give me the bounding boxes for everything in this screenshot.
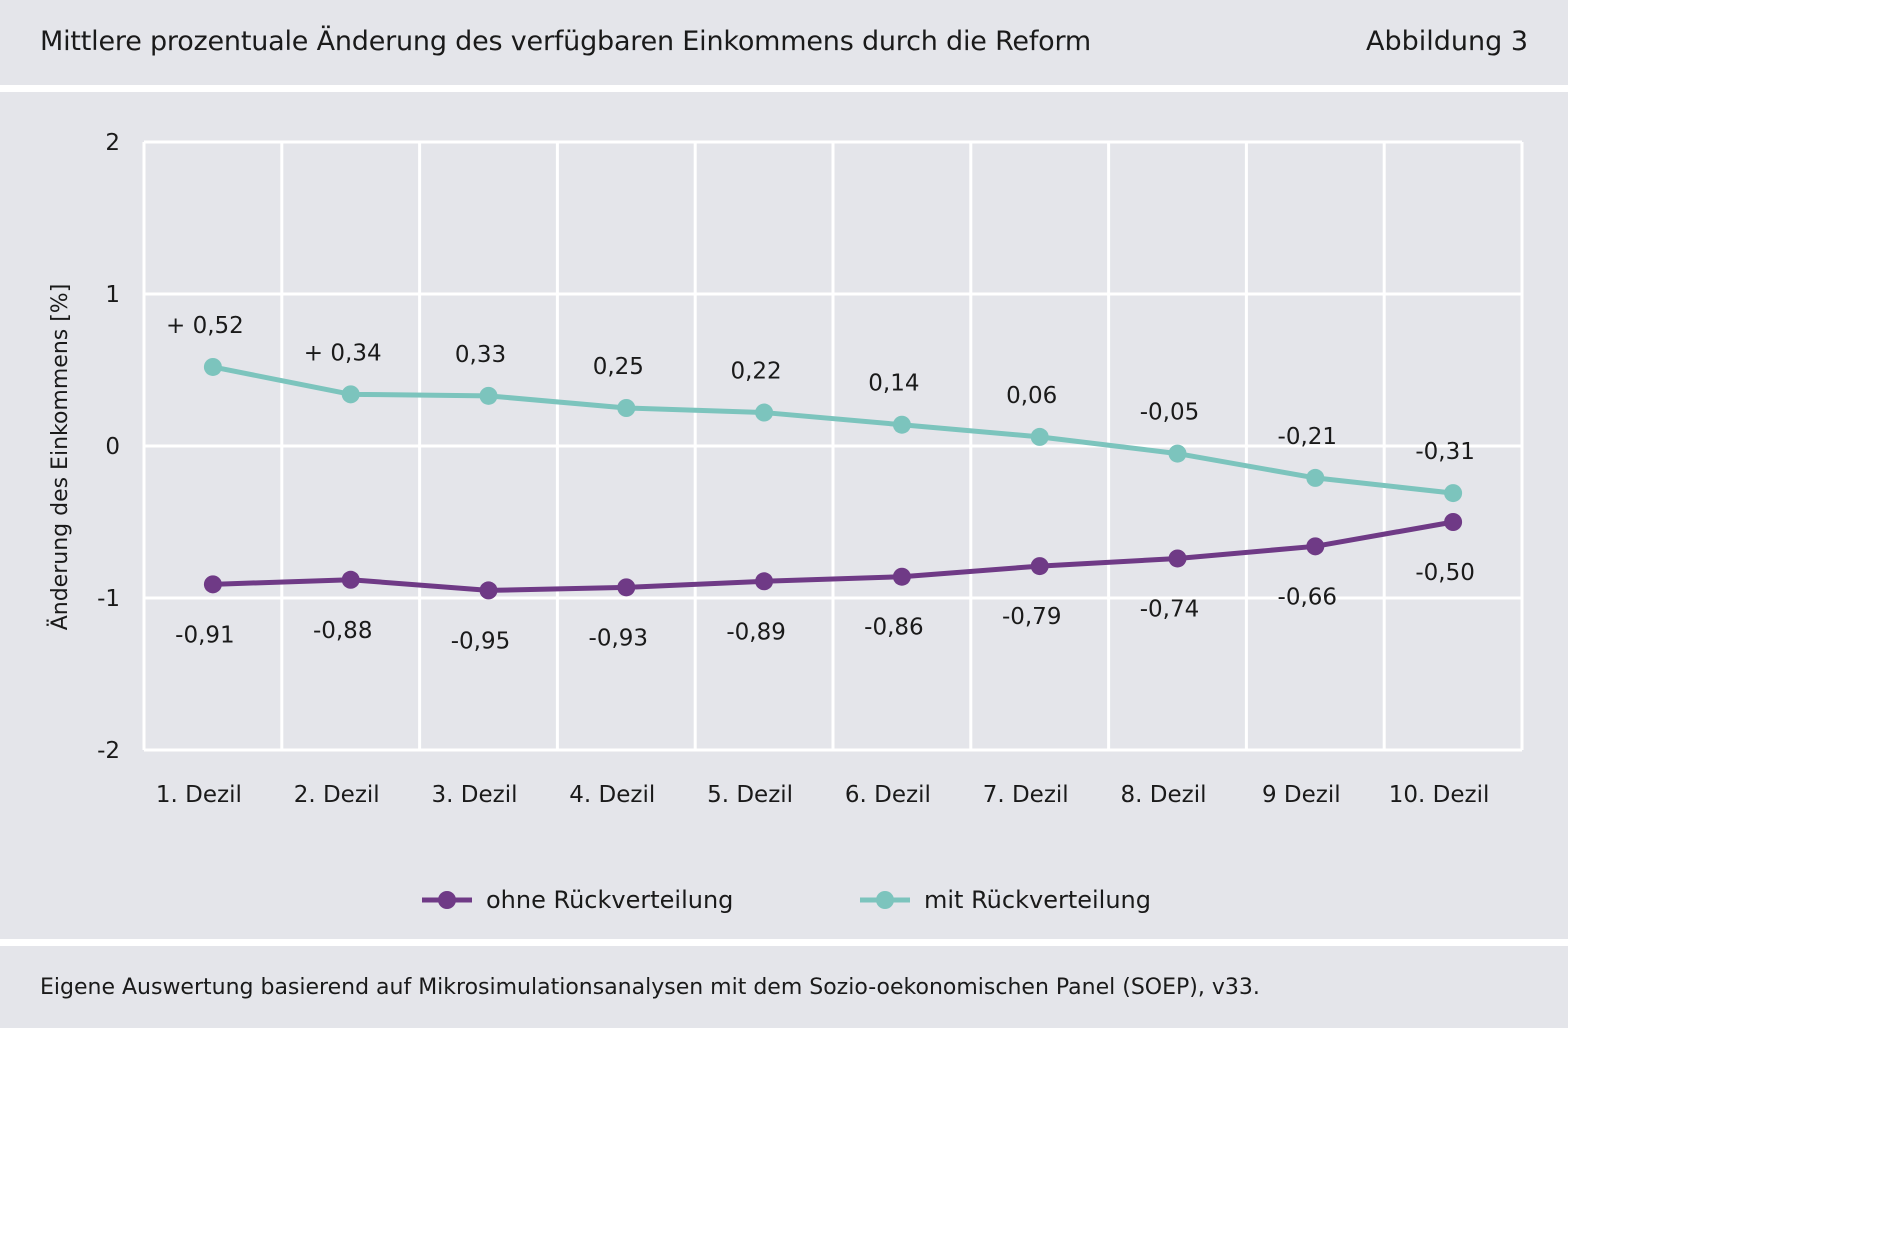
y-axis-title: Änderung des Einkommens [%] bbox=[47, 284, 73, 631]
series-0: -0,91 -0,88 -0,95 -0,93 -0,89 -0,86 -0,79 -0,74… bbox=[175, 513, 1475, 654]
x-tick-label: 9 Dezil bbox=[1262, 782, 1341, 808]
x-tick-label: 7. Dezil bbox=[983, 782, 1069, 808]
header-bar: Mittlere prozentuale Änderung des verfüg… bbox=[0, 0, 1568, 85]
data-point bbox=[479, 581, 498, 600]
data-point bbox=[1168, 549, 1187, 568]
y-tick-label: -1 bbox=[97, 586, 120, 612]
data-label: -0,88 bbox=[313, 618, 373, 644]
data-point bbox=[617, 578, 636, 597]
legend-marker bbox=[876, 891, 894, 909]
data-label: -0,74 bbox=[1140, 596, 1200, 622]
data-label: -0,50 bbox=[1415, 560, 1475, 586]
data-point bbox=[341, 570, 360, 589]
data-label: + 0,52 bbox=[166, 313, 244, 339]
x-tick-label: 8. Dezil bbox=[1121, 782, 1207, 808]
chart-panel: 2 1 0 -1 -2 1. Dezil 2. Dezil 3. Dezil 4. Dezil… bbox=[0, 92, 1568, 939]
data-label: -0,89 bbox=[726, 619, 786, 645]
series-layer: -0,91 -0,88 -0,95 -0,93 -0,89 -0,86 -0,79 -0,74… bbox=[166, 313, 1475, 654]
y-axis-ticks: 2 1 0 -1 -2 bbox=[97, 130, 120, 764]
data-label: -0,31 bbox=[1415, 439, 1475, 465]
x-tick-label: 3. Dezil bbox=[432, 782, 518, 808]
series-line bbox=[212, 519, 1454, 593]
data-point bbox=[755, 572, 774, 591]
data-point bbox=[892, 567, 911, 586]
legend: ohne Rückverteilung mit Rückverteilung bbox=[422, 886, 1151, 914]
data-point bbox=[1030, 427, 1049, 446]
series-1: + 0,52 + 0,34 0,33 0,25 0,22 0,14 0,06 -0,05 -0,… bbox=[166, 313, 1475, 503]
line-chart: 2 1 0 -1 -2 1. Dezil 2. Dezil 3. Dezil 4. Dezil… bbox=[47, 130, 1524, 914]
data-point bbox=[1444, 513, 1463, 531]
data-point bbox=[617, 399, 636, 417]
data-point bbox=[479, 386, 498, 405]
data-point bbox=[755, 403, 774, 422]
data-point bbox=[892, 415, 911, 434]
x-tick-label: 5. Dezil bbox=[707, 782, 793, 808]
legend-marker bbox=[438, 891, 456, 909]
x-tick-label: 2. Dezil bbox=[294, 782, 380, 808]
data-point bbox=[341, 385, 360, 404]
data-label: + 0,34 bbox=[304, 340, 382, 366]
data-label: -0,86 bbox=[864, 615, 924, 641]
y-tick-label: 2 bbox=[105, 130, 120, 156]
source-note: Eigene Auswertung basierend auf Mikrosim… bbox=[40, 975, 1260, 1000]
x-axis-ticks: 1. Dezil 2. Dezil 3. Dezil 4. Dezil 5. Dezil… bbox=[156, 782, 1489, 808]
x-tick-label: 4. Dezil bbox=[569, 782, 655, 808]
series-line bbox=[212, 364, 1454, 496]
data-label: -0,95 bbox=[451, 628, 511, 654]
x-tick-label: 10. Dezil bbox=[1389, 782, 1490, 808]
data-label: -0,79 bbox=[1002, 604, 1062, 630]
data-point bbox=[203, 357, 222, 376]
y-tick-label: 1 bbox=[105, 282, 120, 308]
data-label: 0,22 bbox=[730, 359, 781, 385]
legend-label: mit Rückverteilung bbox=[924, 886, 1151, 914]
data-label: 0,14 bbox=[868, 371, 919, 397]
data-point bbox=[203, 575, 222, 594]
data-point bbox=[1168, 444, 1187, 463]
data-label: -0,91 bbox=[175, 622, 235, 648]
data-label: -0,21 bbox=[1278, 424, 1338, 450]
data-label: -0,93 bbox=[589, 625, 649, 651]
data-label: 0,33 bbox=[455, 342, 506, 368]
y-tick-label: -2 bbox=[97, 738, 120, 764]
grid bbox=[142, 140, 1524, 752]
footer-bar: Eigene Auswertung basierend auf Mikrosim… bbox=[0, 946, 1568, 1028]
data-label: -0,05 bbox=[1140, 400, 1200, 426]
data-label: 0,06 bbox=[1006, 383, 1057, 409]
legend-item: mit Rückverteilung bbox=[860, 886, 1151, 914]
x-tick-label: 1. Dezil bbox=[156, 782, 242, 808]
y-tick-label: 0 bbox=[105, 434, 120, 460]
data-point bbox=[1306, 537, 1325, 556]
data-point bbox=[1030, 557, 1049, 576]
figure-label: Abbildung 3 bbox=[1365, 26, 1528, 57]
data-label: -0,66 bbox=[1278, 584, 1338, 610]
x-tick-label: 6. Dezil bbox=[845, 782, 931, 808]
chart-title: Mittlere prozentuale Änderung des verfüg… bbox=[40, 26, 1091, 57]
data-point bbox=[1306, 468, 1325, 487]
data-point bbox=[1444, 484, 1463, 503]
data-label: 0,25 bbox=[593, 354, 644, 380]
legend-item: ohne Rückverteilung bbox=[422, 886, 733, 914]
legend-label: ohne Rückverteilung bbox=[486, 886, 733, 914]
